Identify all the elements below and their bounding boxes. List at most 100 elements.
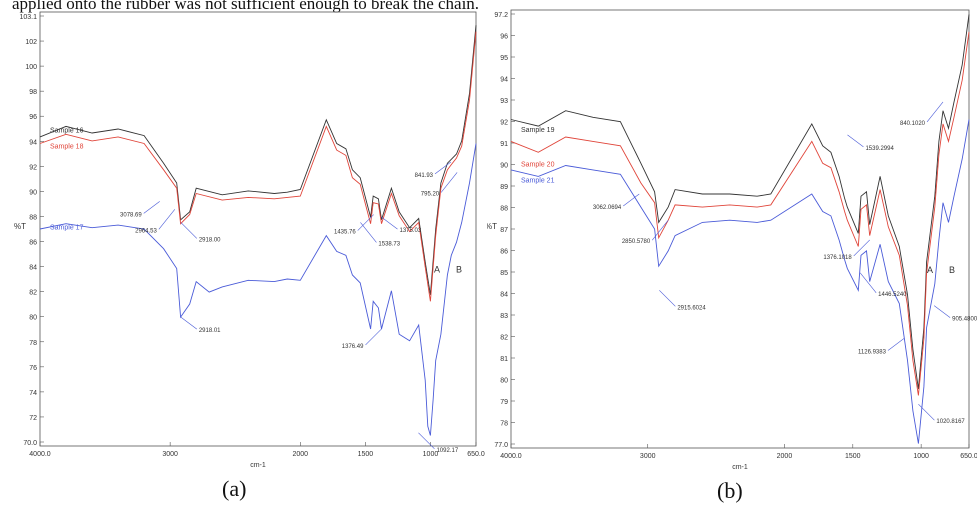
peak-label: 1376.1018 <box>823 255 852 261</box>
peak-leader <box>180 222 198 239</box>
y-tick-label: 80 <box>29 315 37 322</box>
peak-label: 1092.17 <box>436 448 458 454</box>
peak-leader <box>623 193 640 207</box>
x-axis-label: cm-1 <box>732 464 748 471</box>
x-tick-label: 650.0 <box>960 453 977 460</box>
peak-label: 1435.76 <box>334 230 356 236</box>
sublabel-b: (b) <box>717 478 743 503</box>
y-tick-label: 87 <box>500 227 508 234</box>
peak-leader <box>143 201 160 214</box>
y-tick-label: 76 <box>29 365 37 372</box>
region-label-a: A <box>434 264 440 274</box>
y-tick-label: 72 <box>29 415 37 422</box>
y-axis-label: %T <box>14 222 26 231</box>
y-tick-label: 88 <box>500 206 508 213</box>
peak-leader <box>440 172 458 193</box>
region-label-a: A <box>927 265 933 275</box>
series-label: Sample 17 <box>50 225 84 232</box>
y-tick-label: 79 <box>500 399 508 406</box>
peak-leader <box>381 216 398 230</box>
y-tick-label: 80 <box>500 378 508 385</box>
x-tick-label: 2000 <box>777 453 793 460</box>
x-tick-label: 1000 <box>913 453 929 460</box>
peak-leader <box>847 134 864 148</box>
peak-leader <box>434 161 452 175</box>
y-tick-label: 70.0 <box>23 440 37 447</box>
peak-leader <box>918 403 935 421</box>
y-tick-label: 102 <box>25 39 37 46</box>
x-tick-label: 1500 <box>845 453 861 460</box>
series-line-sample-18 <box>39 31 477 302</box>
y-tick-label: 88 <box>29 214 37 221</box>
peak-leader <box>158 209 176 230</box>
plot-frame <box>510 9 970 449</box>
region-label-b: B <box>949 265 955 275</box>
series-label: Sample 19 <box>521 127 555 134</box>
peak-leader <box>859 272 877 293</box>
peak-leader <box>365 328 382 346</box>
y-tick-label: 84 <box>500 292 508 299</box>
series-line-sample-21 <box>510 119 970 444</box>
peak-label: 2964.53 <box>135 228 157 234</box>
region-label-b: B <box>456 264 462 274</box>
peak-label: 905.4800 <box>952 317 977 323</box>
x-tick-label: 2000 <box>293 451 309 458</box>
caption-text: applied onto the rubber was not sufficie… <box>12 0 480 13</box>
peak-label: 3062.0694 <box>593 205 622 211</box>
y-tick-label: 81 <box>500 356 508 363</box>
y-tick-label: 86 <box>29 240 37 247</box>
y-tick-label: 94 <box>29 139 37 146</box>
peak-label: 2918.00 <box>199 237 221 243</box>
y-axis-label: %T <box>487 222 497 231</box>
peak-leader <box>651 220 669 241</box>
y-tick-label: 78 <box>29 340 37 347</box>
y-tick-label: 92 <box>500 120 508 127</box>
sublabel-a: (a) <box>222 476 247 501</box>
peak-leader <box>933 305 951 318</box>
y-tick-label: 85 <box>500 270 508 277</box>
peak-leader <box>180 316 198 330</box>
x-tick-label: 1000 <box>423 451 439 458</box>
y-tick-label: 96 <box>29 114 37 121</box>
peak-leader <box>360 222 377 243</box>
series-label: Sample 18 <box>50 143 84 150</box>
x-tick-label: 650.0 <box>467 451 485 458</box>
y-tick-label: 95 <box>500 55 508 62</box>
ftir-chart-b: 97.2 96 95 94 93 92 91 90 89 88 87 86 85 84 83 82 81 80 79… <box>485 0 977 504</box>
y-tick-label: 94 <box>500 77 508 84</box>
peak-label: 1020.8167 <box>936 419 965 425</box>
y-tick-label: 74 <box>29 390 37 397</box>
peak-label: 2850.5780 <box>622 239 651 245</box>
peak-label: 840.1020 <box>900 121 926 127</box>
x-axis-label: cm-1 <box>250 462 266 469</box>
ftir-chart-a: 103.1 102 100 98 96 94 92 90 88 86 84 82 80 78 76 74 72 7… <box>0 0 485 504</box>
y-tick-label: 89 <box>500 184 508 191</box>
y-tick-label: 98 <box>29 89 37 96</box>
peak-leader <box>418 432 435 450</box>
y-tick-label: 92 <box>29 164 37 171</box>
peak-label: 2918.01 <box>199 328 221 334</box>
peak-label: 795.20 <box>421 191 440 197</box>
x-tick-label: 4000.0 <box>500 453 522 460</box>
y-tick-label: 91 <box>500 141 508 148</box>
series-label: Sample 21 <box>521 177 555 184</box>
chart-a-svg: 103.1 102 100 98 96 94 92 90 88 86 84 82 80 78 76 74 72 7… <box>14 11 485 469</box>
peak-label: 3078.69 <box>120 212 142 218</box>
peak-label: 2915.6024 <box>677 305 706 311</box>
series-line-sample-16 <box>39 25 477 295</box>
peak-leader <box>659 290 676 307</box>
series-line-sample-20 <box>510 31 970 396</box>
x-tick-label: 3000 <box>162 451 178 458</box>
y-tick-label: 100 <box>25 64 37 71</box>
y-tick-label: 82 <box>500 335 508 342</box>
peak-label: 1376.49 <box>342 344 364 350</box>
peak-leader <box>926 101 944 123</box>
x-tick-label: 3000 <box>640 453 656 460</box>
peak-label: 1375.03 <box>400 228 422 234</box>
y-tick-label: 83 <box>500 313 508 320</box>
peak-label: 1446.5240 <box>878 292 907 298</box>
y-tick-label: 84 <box>29 265 37 272</box>
x-tick-label: 4000.0 <box>29 451 51 458</box>
peak-leader <box>853 239 870 257</box>
peak-label: 1539.2994 <box>865 146 894 152</box>
